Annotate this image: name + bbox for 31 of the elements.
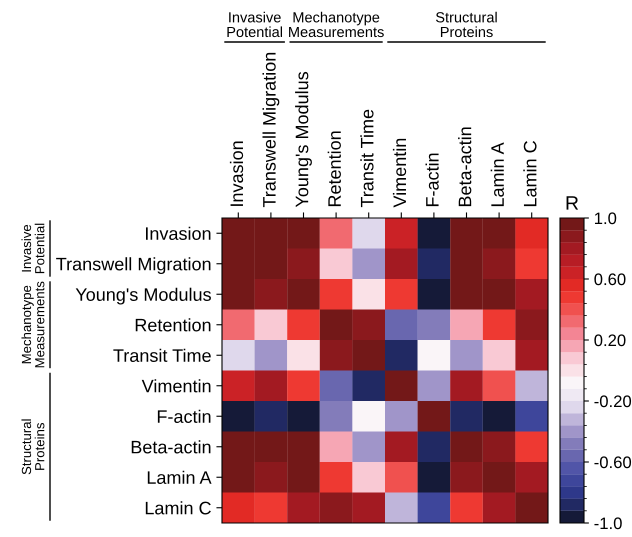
y-tick-label: Lamin C <box>146 501 211 514</box>
x-tick-label: Beta-actin <box>458 127 472 206</box>
color-bar-label: -0.60 <box>594 456 632 468</box>
y-tick-label: Vimentin <box>142 379 210 392</box>
y-tick-label: Retention <box>136 318 210 332</box>
text: Mechanotype Measurements <box>289 12 384 38</box>
color-bar-label: -0.20 <box>594 395 632 408</box>
x-tick-label: F-actin <box>425 154 439 206</box>
x-tick-label: Young's Modulus <box>295 72 312 208</box>
x-tick-label: Lamin A <box>490 142 504 206</box>
y-tick-label: Transit Time <box>113 348 211 362</box>
text: Structural Proteins <box>21 419 44 474</box>
x-tick-label: Vimentin <box>392 138 406 208</box>
color-bar-label: 1.0 <box>594 212 616 224</box>
color-bar-label: 0.20 <box>594 334 626 346</box>
y-tick-label: Transwell Migration <box>56 257 210 274</box>
y-tick-label: F-actin <box>158 410 210 423</box>
x-tick-label: Retention <box>328 131 341 206</box>
text: Invasive Potential <box>21 224 44 274</box>
color-bar-label: 0.60 <box>594 273 626 286</box>
text: Mechanotype Measurements <box>21 282 44 368</box>
x-tick-label: Lamin C <box>523 141 537 206</box>
y-tick-label: Beta-actin <box>132 440 210 454</box>
y-tick-label: Invasion <box>146 226 210 240</box>
x-tick-label: Transit Time <box>360 110 374 208</box>
color-bar-label: -1.0 <box>594 517 622 530</box>
y-tick-label: Young's Modulus <box>76 288 211 305</box>
text: Structural Proteins <box>436 12 497 38</box>
color-bar-title: R <box>566 196 578 210</box>
y-tick-label: Lamin A <box>148 470 212 484</box>
text: Invasive Potential <box>227 12 282 38</box>
